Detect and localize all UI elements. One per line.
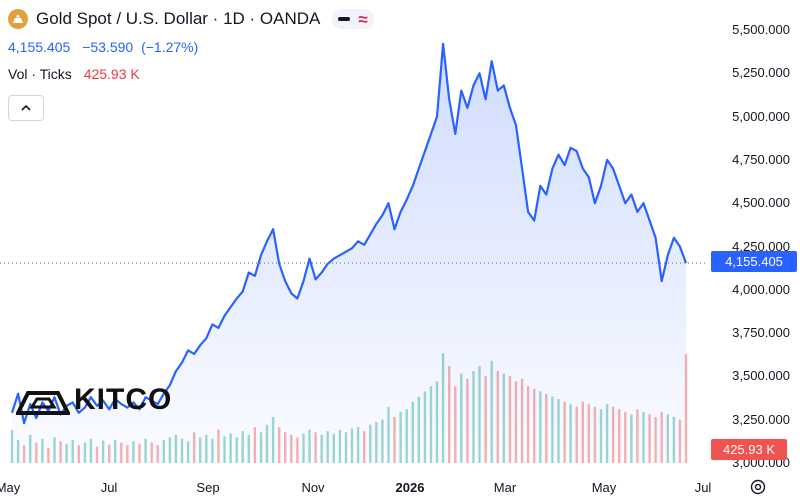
collapse-legend-button[interactable] — [8, 95, 44, 121]
gold-logo-icon — [8, 9, 28, 29]
y-tick-label: 3,250.000 — [732, 411, 790, 427]
x-tick-label: 2026 — [395, 480, 425, 495]
y-tick-label: 4,500.000 — [732, 195, 790, 211]
y-tick-label: 4,250.000 — [732, 238, 790, 254]
minus-icon[interactable] — [338, 17, 351, 21]
y-tick-label: 4,750.000 — [732, 151, 790, 167]
kitco-watermark: KITCO — [16, 383, 172, 417]
volume-value: 425.93 K — [83, 66, 140, 82]
x-tick-label: May — [591, 480, 617, 495]
watermark-text: KITCO — [74, 383, 173, 416]
chart-title[interactable]: Gold Spot / U.S. Dollar · 1D · OANDA — [36, 9, 321, 28]
x-tick-label: Sep — [196, 480, 220, 495]
y-tick-label: 5,250.000 — [732, 65, 790, 81]
last-volume-badge: 425.93 K — [711, 439, 787, 460]
chevron-up-icon — [21, 104, 31, 111]
volume-label: Vol · Ticks — [8, 66, 72, 82]
y-tick-label: 4,000.000 — [732, 281, 790, 297]
wave-icon[interactable]: ≈ — [358, 9, 368, 29]
price-area — [12, 43, 686, 464]
settings-icon[interactable] — [749, 478, 767, 496]
y-tick-label: 3,750.000 — [732, 325, 790, 341]
x-tick-label: Jul — [100, 480, 118, 495]
price-line — [10, 42, 688, 425]
chart-title-row: Gold Spot / U.S. Dollar · 1D · OANDA ≈ — [8, 9, 374, 29]
indicator-controls[interactable]: ≈ — [332, 9, 374, 29]
price-change-pct: (−1.27%) — [141, 39, 199, 55]
current-price: 4,155.405 — [8, 39, 71, 55]
y-tick-label: 5,000.000 — [732, 108, 790, 124]
last-price-badge: 4,155.405 — [711, 251, 797, 272]
price-change: −53.590 — [82, 39, 134, 55]
x-tick-label: Jul — [694, 480, 712, 495]
price-row: 4,155.405 −53.590 (−1.27%) — [8, 39, 206, 55]
x-tick-label: May — [0, 480, 21, 495]
x-tick-label: Mar — [493, 480, 517, 495]
x-tick-label: Nov — [301, 480, 325, 495]
y-tick-label: 5,500.000 — [732, 22, 790, 37]
volume-legend[interactable]: Vol · Ticks 425.93 K — [8, 66, 140, 82]
kitco-logo-icon — [16, 391, 70, 415]
y-tick-label: 3,500.000 — [732, 368, 790, 384]
